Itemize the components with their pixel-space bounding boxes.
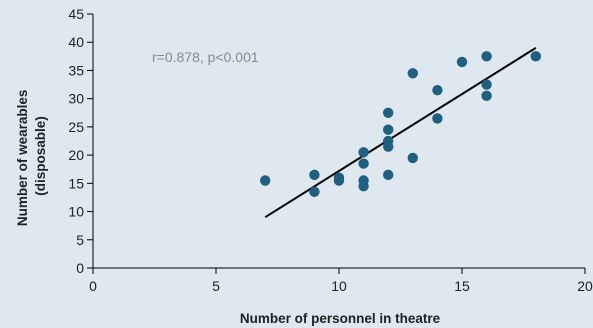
y-tick-label: 45: [68, 6, 84, 22]
y-tick-label: 10: [68, 204, 84, 220]
data-point: [481, 51, 492, 62]
data-point: [432, 85, 443, 96]
y-tick-label: 15: [68, 175, 84, 191]
data-point: [383, 107, 394, 118]
y-tick-label: 0: [76, 260, 84, 276]
x-tick-label: 15: [454, 278, 470, 294]
x-tick-label: 20: [577, 278, 593, 294]
data-point: [383, 124, 394, 135]
x-tick-label: 10: [331, 278, 347, 294]
y-tick-label: 30: [68, 91, 84, 107]
data-point: [260, 175, 271, 186]
y-tick-label: 25: [68, 119, 84, 135]
y-tick-label: 35: [68, 62, 84, 78]
data-point: [530, 51, 541, 62]
correlation-annotation: r=0.878, p<0.001: [152, 49, 259, 65]
data-points: [260, 51, 541, 197]
x-tick-label: 5: [212, 278, 220, 294]
data-point: [407, 68, 418, 79]
data-point: [309, 186, 320, 197]
data-point: [432, 113, 443, 124]
data-point: [383, 141, 394, 152]
data-point: [456, 56, 468, 68]
data-point: [358, 180, 369, 192]
data-point: [358, 158, 369, 169]
y-tick-label: 40: [68, 34, 84, 50]
y-axis-title: Number of wearables (disposable): [15, 86, 48, 226]
y-axis-title-line-1: Number of wearables: [15, 90, 30, 227]
x-axis-title: Number of personnel in theatre: [240, 311, 441, 326]
data-point: [383, 169, 394, 181]
data-point: [481, 79, 492, 90]
y-tick-label: 20: [68, 147, 84, 163]
data-point: [309, 169, 320, 181]
y-tick-label: 5: [76, 232, 84, 248]
y-axis-title-line-2: (disposable): [33, 116, 48, 196]
data-point: [333, 175, 345, 186]
y-axis-ticks: 0 5 10 15 20 25 30 35 40 45: [68, 6, 93, 276]
data-point: [407, 152, 418, 164]
data-point: [481, 90, 492, 102]
trend-line: [264, 47, 537, 219]
data-point: [358, 147, 369, 158]
x-axis-ticks: 0 5 10 15 20: [89, 268, 593, 294]
x-tick-label: 0: [89, 278, 97, 294]
